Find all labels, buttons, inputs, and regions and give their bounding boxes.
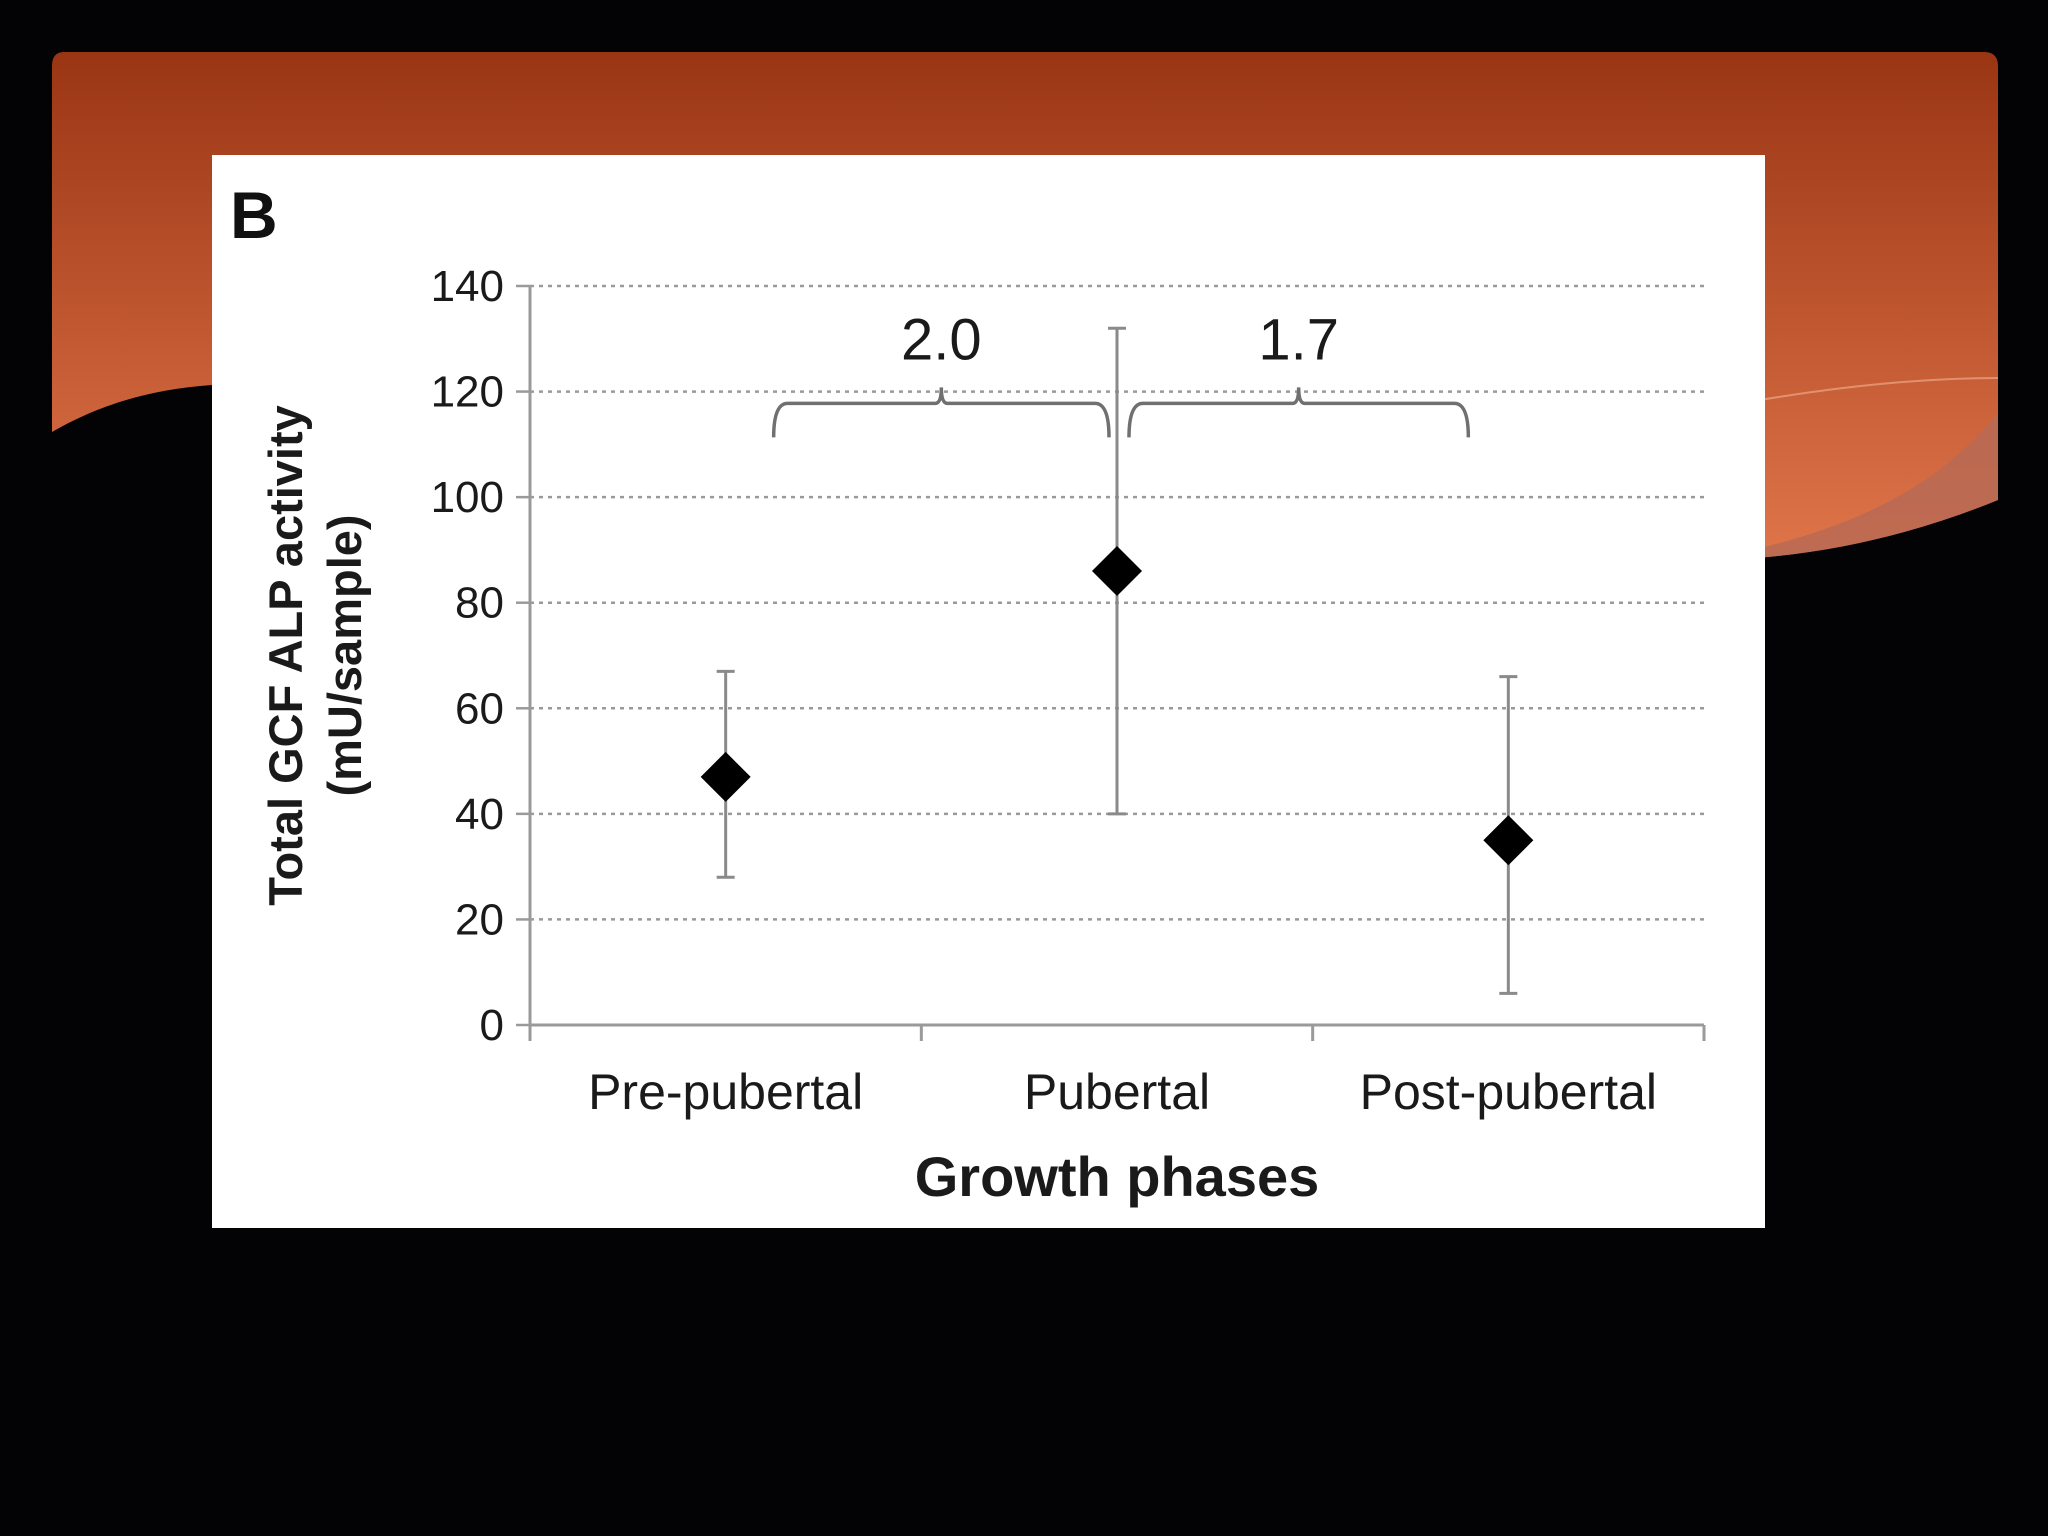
x-category-label: Pubertal [1024,1064,1210,1120]
annotation-bracket [771,387,1111,438]
y-tick-label: 40 [455,790,504,839]
annotation-label: 1.7 [1258,307,1339,372]
panel-label: B [230,178,278,252]
annotation-label: 2.0 [901,307,982,372]
y-tick-label: 60 [455,684,504,733]
data-point-diamond [1092,546,1142,597]
y-axis-title-line2: (mU/sample) [318,514,371,796]
figure-panel: B 0 20 40 60 80 100 120 140 Pre-pubertal Pubertal… [212,155,1765,1228]
y-axis-title-line1: Total GCF ALP activity [259,405,312,906]
x-axis-title: Growth phases [915,1145,1320,1208]
x-category-label: Post-pubertal [1360,1064,1657,1120]
header-wave [1700,412,1998,560]
y-tick-label: 140 [431,262,504,311]
y-tick-label: 80 [455,579,504,628]
data-point-diamond [1483,815,1534,866]
y-tick-label: 100 [431,473,504,522]
annotation-bracket [1127,387,1471,438]
y-tick-label: 120 [431,368,504,417]
header-wave-line [1759,377,1999,401]
chart: 0 20 40 60 80 100 120 140 Pre-pubertal Pubertal Po… [259,262,1706,1208]
x-category-label: Pre-pubertal [588,1064,863,1120]
y-tick-label: 20 [455,895,504,944]
y-tick-label: 0 [480,1001,504,1050]
data-point-diamond [700,751,751,802]
